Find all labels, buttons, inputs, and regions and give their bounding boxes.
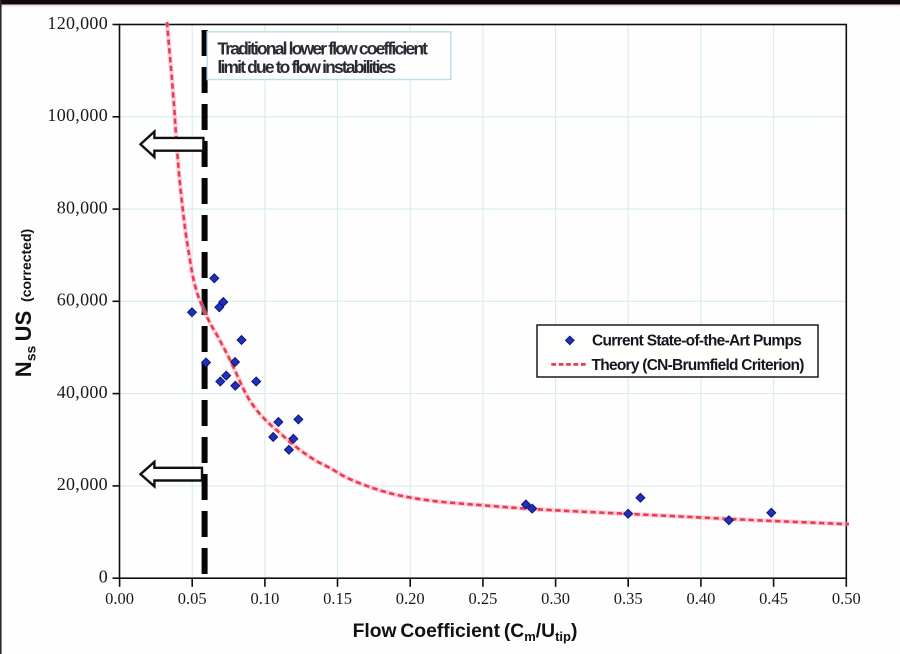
svg-text:40,000: 40,000 (57, 382, 108, 402)
svg-text:0.50: 0.50 (832, 589, 861, 608)
svg-text:0.45: 0.45 (759, 589, 788, 608)
svg-text:Flow Coefficient (Cm/Utip): Flow Coefficient (Cm/Utip) (353, 621, 578, 644)
svg-text:100,000: 100,000 (47, 105, 108, 125)
svg-text:0.20: 0.20 (396, 589, 425, 608)
svg-text:0.10: 0.10 (250, 589, 279, 608)
svg-text:20,000: 20,000 (57, 474, 108, 494)
svg-text:0.05: 0.05 (178, 589, 207, 608)
svg-text:60,000: 60,000 (57, 290, 108, 310)
svg-text:0.00: 0.00 (105, 589, 134, 608)
svg-text:0.35: 0.35 (614, 589, 643, 608)
svg-text:limit due to flow instabilitie: limit due to flow instabilities (217, 57, 396, 77)
svg-text:Traditional lower flow coeffic: Traditional lower flow coefficient (217, 38, 428, 58)
svg-text:80,000: 80,000 (57, 197, 108, 217)
svg-text:0.30: 0.30 (541, 589, 570, 608)
svg-text:Current State-of-the-Art Pumps: Current State-of-the-Art Pumps (592, 333, 802, 350)
svg-text:0.15: 0.15 (323, 589, 352, 608)
svg-text:0: 0 (99, 567, 108, 587)
svg-text:Theory (CN-Brumfield Criterion: Theory (CN-Brumfield Criterion) (592, 357, 805, 374)
svg-text:0.40: 0.40 (686, 589, 715, 608)
svg-text:0.25: 0.25 (468, 589, 497, 608)
svg-text:120,000: 120,000 (47, 13, 108, 33)
